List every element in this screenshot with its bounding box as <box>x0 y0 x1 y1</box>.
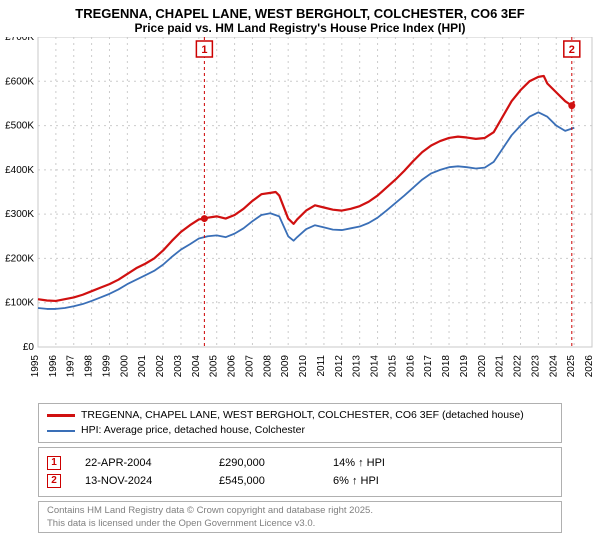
legend-row: HPI: Average price, detached house, Colc… <box>47 423 553 438</box>
svg-text:£700K: £700K <box>5 37 34 43</box>
svg-text:2005: 2005 <box>209 355 220 378</box>
svg-text:2010: 2010 <box>298 355 309 378</box>
svg-text:2: 2 <box>569 44 575 56</box>
footer-line: Contains HM Land Registry data © Crown c… <box>47 504 553 517</box>
svg-text:2002: 2002 <box>155 355 166 378</box>
svg-text:£200K: £200K <box>5 253 34 264</box>
sale-date: 22-APR-2004 <box>85 454 195 472</box>
table-row: 1 22-APR-2004 £290,000 14% ↑ HPI <box>47 454 553 472</box>
svg-text:2007: 2007 <box>244 355 255 378</box>
svg-text:1999: 1999 <box>101 355 112 378</box>
svg-text:1997: 1997 <box>66 355 77 378</box>
sale-pct: 6% ↑ HPI <box>333 472 423 490</box>
svg-text:2023: 2023 <box>530 355 541 378</box>
svg-text:£100K: £100K <box>5 298 34 309</box>
svg-text:2008: 2008 <box>262 355 273 378</box>
svg-text:2006: 2006 <box>227 355 238 378</box>
sales-table: 1 22-APR-2004 £290,000 14% ↑ HPI 2 13-NO… <box>38 447 562 497</box>
svg-text:£0: £0 <box>23 342 35 353</box>
marker-badge: 1 <box>47 456 61 470</box>
svg-text:£400K: £400K <box>5 165 34 176</box>
line-chart: £0 £100K £200K £300K £400K £500K £600K £700K 199… <box>0 37 600 399</box>
svg-text:2018: 2018 <box>441 355 452 378</box>
svg-text:2017: 2017 <box>423 355 434 378</box>
title-line1: TREGENNA, CHAPEL LANE, WEST BERGHOLT, CO… <box>0 6 600 21</box>
chart-title: TREGENNA, CHAPEL LANE, WEST BERGHOLT, CO… <box>0 0 600 37</box>
sale-price: £290,000 <box>219 454 309 472</box>
svg-text:2009: 2009 <box>280 355 291 378</box>
svg-text:2024: 2024 <box>548 355 559 378</box>
footer: Contains HM Land Registry data © Crown c… <box>38 501 562 533</box>
legend-label: HPI: Average price, detached house, Colc… <box>81 423 305 438</box>
svg-text:2019: 2019 <box>459 355 470 378</box>
sale-date: 13-NOV-2024 <box>85 472 195 490</box>
svg-text:2000: 2000 <box>119 355 130 378</box>
legend: TREGENNA, CHAPEL LANE, WEST BERGHOLT, CO… <box>38 403 562 443</box>
legend-swatch <box>47 414 75 417</box>
table-row: 2 13-NOV-2024 £545,000 6% ↑ HPI <box>47 472 553 490</box>
footer-line: This data is licensed under the Open Gov… <box>47 517 553 530</box>
svg-text:2011: 2011 <box>316 355 327 377</box>
sale-pct: 14% ↑ HPI <box>333 454 423 472</box>
svg-text:2016: 2016 <box>405 355 416 378</box>
svg-text:2015: 2015 <box>387 355 398 378</box>
svg-text:2025: 2025 <box>566 355 577 378</box>
svg-text:1996: 1996 <box>48 355 59 378</box>
svg-text:2021: 2021 <box>495 355 506 378</box>
svg-text:2004: 2004 <box>191 355 202 378</box>
legend-label: TREGENNA, CHAPEL LANE, WEST BERGHOLT, CO… <box>81 408 524 423</box>
svg-text:1995: 1995 <box>30 355 41 378</box>
sale-price: £545,000 <box>219 472 309 490</box>
title-line2: Price paid vs. HM Land Registry's House … <box>0 21 600 35</box>
marker-badge: 2 <box>47 474 61 488</box>
svg-text:2013: 2013 <box>352 355 363 378</box>
svg-text:£500K: £500K <box>5 121 34 132</box>
svg-text:2012: 2012 <box>334 355 345 378</box>
svg-text:2020: 2020 <box>477 355 488 378</box>
svg-text:2014: 2014 <box>370 355 381 378</box>
svg-text:2003: 2003 <box>173 355 184 378</box>
svg-text:2022: 2022 <box>513 355 524 378</box>
svg-text:1998: 1998 <box>84 355 95 378</box>
svg-text:£300K: £300K <box>5 209 34 220</box>
svg-text:£600K: £600K <box>5 76 34 87</box>
svg-text:2001: 2001 <box>137 355 148 378</box>
svg-text:1: 1 <box>201 44 207 56</box>
legend-row: TREGENNA, CHAPEL LANE, WEST BERGHOLT, CO… <box>47 408 553 423</box>
legend-swatch <box>47 430 75 432</box>
svg-text:2026: 2026 <box>584 355 595 378</box>
